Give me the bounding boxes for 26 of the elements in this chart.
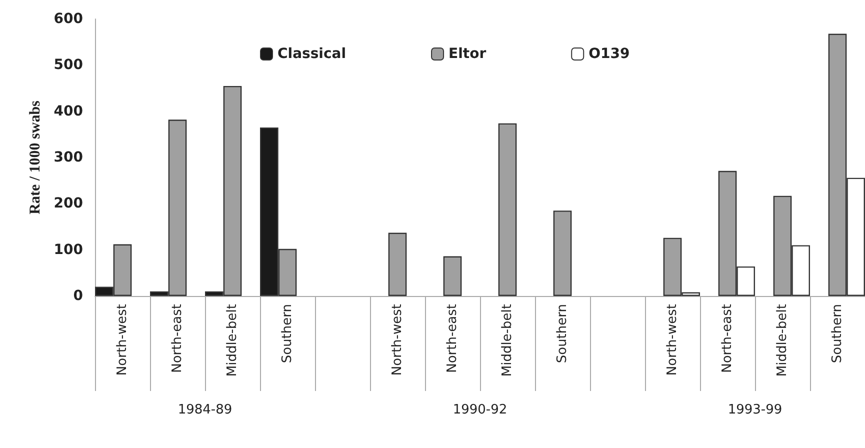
x-tick-label: Middle-belt xyxy=(775,304,790,377)
text: 1990-92 xyxy=(452,402,508,418)
text: 1993-99 xyxy=(728,402,782,418)
x-tick-label: Southern xyxy=(830,304,845,364)
x-tick-label: North-west xyxy=(390,304,405,376)
legend-label: O139 xyxy=(588,46,630,62)
x-tick-label: Middle-belt xyxy=(225,304,240,377)
x-tick-label: Southern xyxy=(280,304,295,364)
y-axis-title: Rate / 1000 swabs xyxy=(27,100,44,214)
y-tick-label: 100 xyxy=(54,242,84,258)
y-tick-label: 200 xyxy=(54,196,84,212)
legend-label: Classical xyxy=(278,46,346,62)
y-tick-label: 300 xyxy=(54,150,84,166)
text: 1984-89 xyxy=(178,402,232,418)
y-tick-label: 600 xyxy=(54,11,84,27)
x-tick-label: Middle-belt xyxy=(500,304,515,377)
x-tick-label: North-east xyxy=(445,304,460,373)
y-tick-label: 0 xyxy=(73,288,84,304)
x-tick-label: North-east xyxy=(720,304,735,373)
x-tick-label: North-west xyxy=(665,304,680,376)
x-tick-label: North-east xyxy=(170,304,185,373)
y-tick-label: 500 xyxy=(54,57,84,74)
legend-label: Eltor xyxy=(448,46,486,62)
y-tick-label: 400 xyxy=(54,103,84,120)
x-tick-label: Southern xyxy=(555,304,570,364)
x-tick-label: North-west xyxy=(115,304,130,376)
